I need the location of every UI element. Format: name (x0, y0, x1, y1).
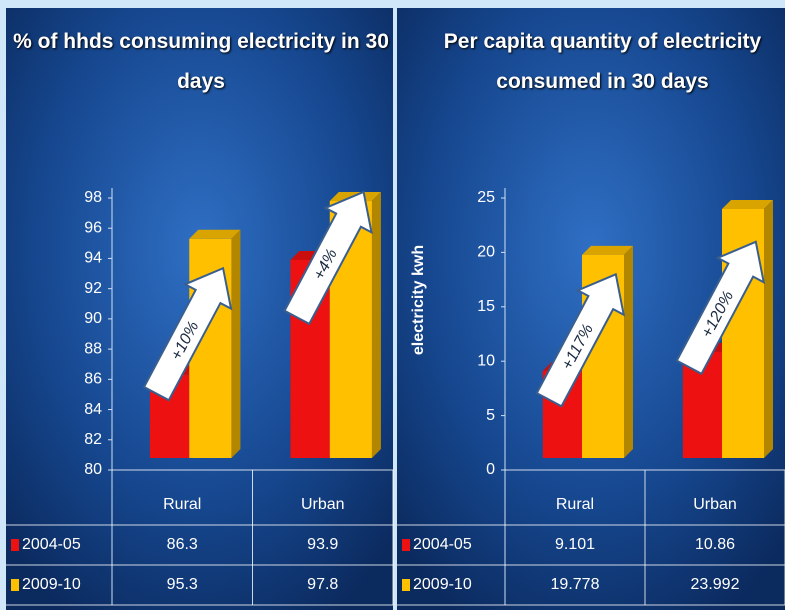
bar-top (582, 246, 633, 255)
legend-label: 2004-05 (22, 536, 81, 553)
bar-top (722, 200, 773, 209)
y-tick-label: 80 (84, 461, 102, 478)
bar-side (231, 230, 240, 458)
x-tick-label: Rural (163, 496, 201, 513)
legend-swatch (11, 539, 19, 551)
legend-swatch (402, 539, 410, 551)
legend-label: 2009-10 (22, 576, 81, 593)
legend-swatch (402, 579, 410, 591)
table-value: 86.3 (167, 536, 198, 553)
y-tick-label: 25 (477, 189, 495, 206)
y-tick-label: 88 (84, 340, 102, 357)
y-tick-label: 0 (486, 461, 495, 478)
y-tick-label: 10 (477, 352, 495, 369)
bar-side (372, 192, 381, 458)
table-value: 93.9 (307, 536, 338, 553)
page: 80828486889092949698Rural86.395.3+10%Urb… (0, 0, 785, 610)
table-value: 23.992 (691, 576, 740, 593)
legend-label: 2004-05 (413, 536, 472, 553)
bar-top (189, 230, 240, 239)
y-tick-label: 15 (477, 298, 495, 315)
x-tick-label: Rural (556, 496, 594, 513)
y-tick-label: 86 (84, 371, 102, 388)
y-tick-label: 94 (84, 250, 102, 267)
table-value: 19.778 (551, 576, 600, 593)
table-value: 9.101 (555, 536, 595, 553)
bar-side (764, 200, 773, 458)
legend-label: 2009-10 (413, 576, 472, 593)
y-tick-label: 82 (84, 431, 102, 448)
y-tick-label: 5 (486, 407, 495, 424)
y-tick-label: 92 (84, 280, 102, 297)
y-tick-label: 96 (84, 219, 102, 236)
y-tick-label: 84 (84, 401, 102, 418)
y-tick-label: 20 (477, 244, 495, 261)
table-value: 95.3 (167, 576, 198, 593)
chart-title: % of hhds consuming electricity in 30 da… (10, 22, 392, 102)
bar-side (624, 246, 633, 458)
y-tick-label: 90 (84, 310, 102, 327)
x-tick-label: Urban (301, 496, 345, 513)
y-axis-label: electricity kwh (410, 245, 427, 355)
x-tick-label: Urban (693, 496, 737, 513)
y-tick-label: 98 (84, 189, 102, 206)
legend-swatch (11, 579, 19, 591)
table-value: 97.8 (307, 576, 338, 593)
table-value: 10.86 (695, 536, 735, 553)
chart-title: Per capita quantity of electricity consu… (420, 22, 785, 102)
